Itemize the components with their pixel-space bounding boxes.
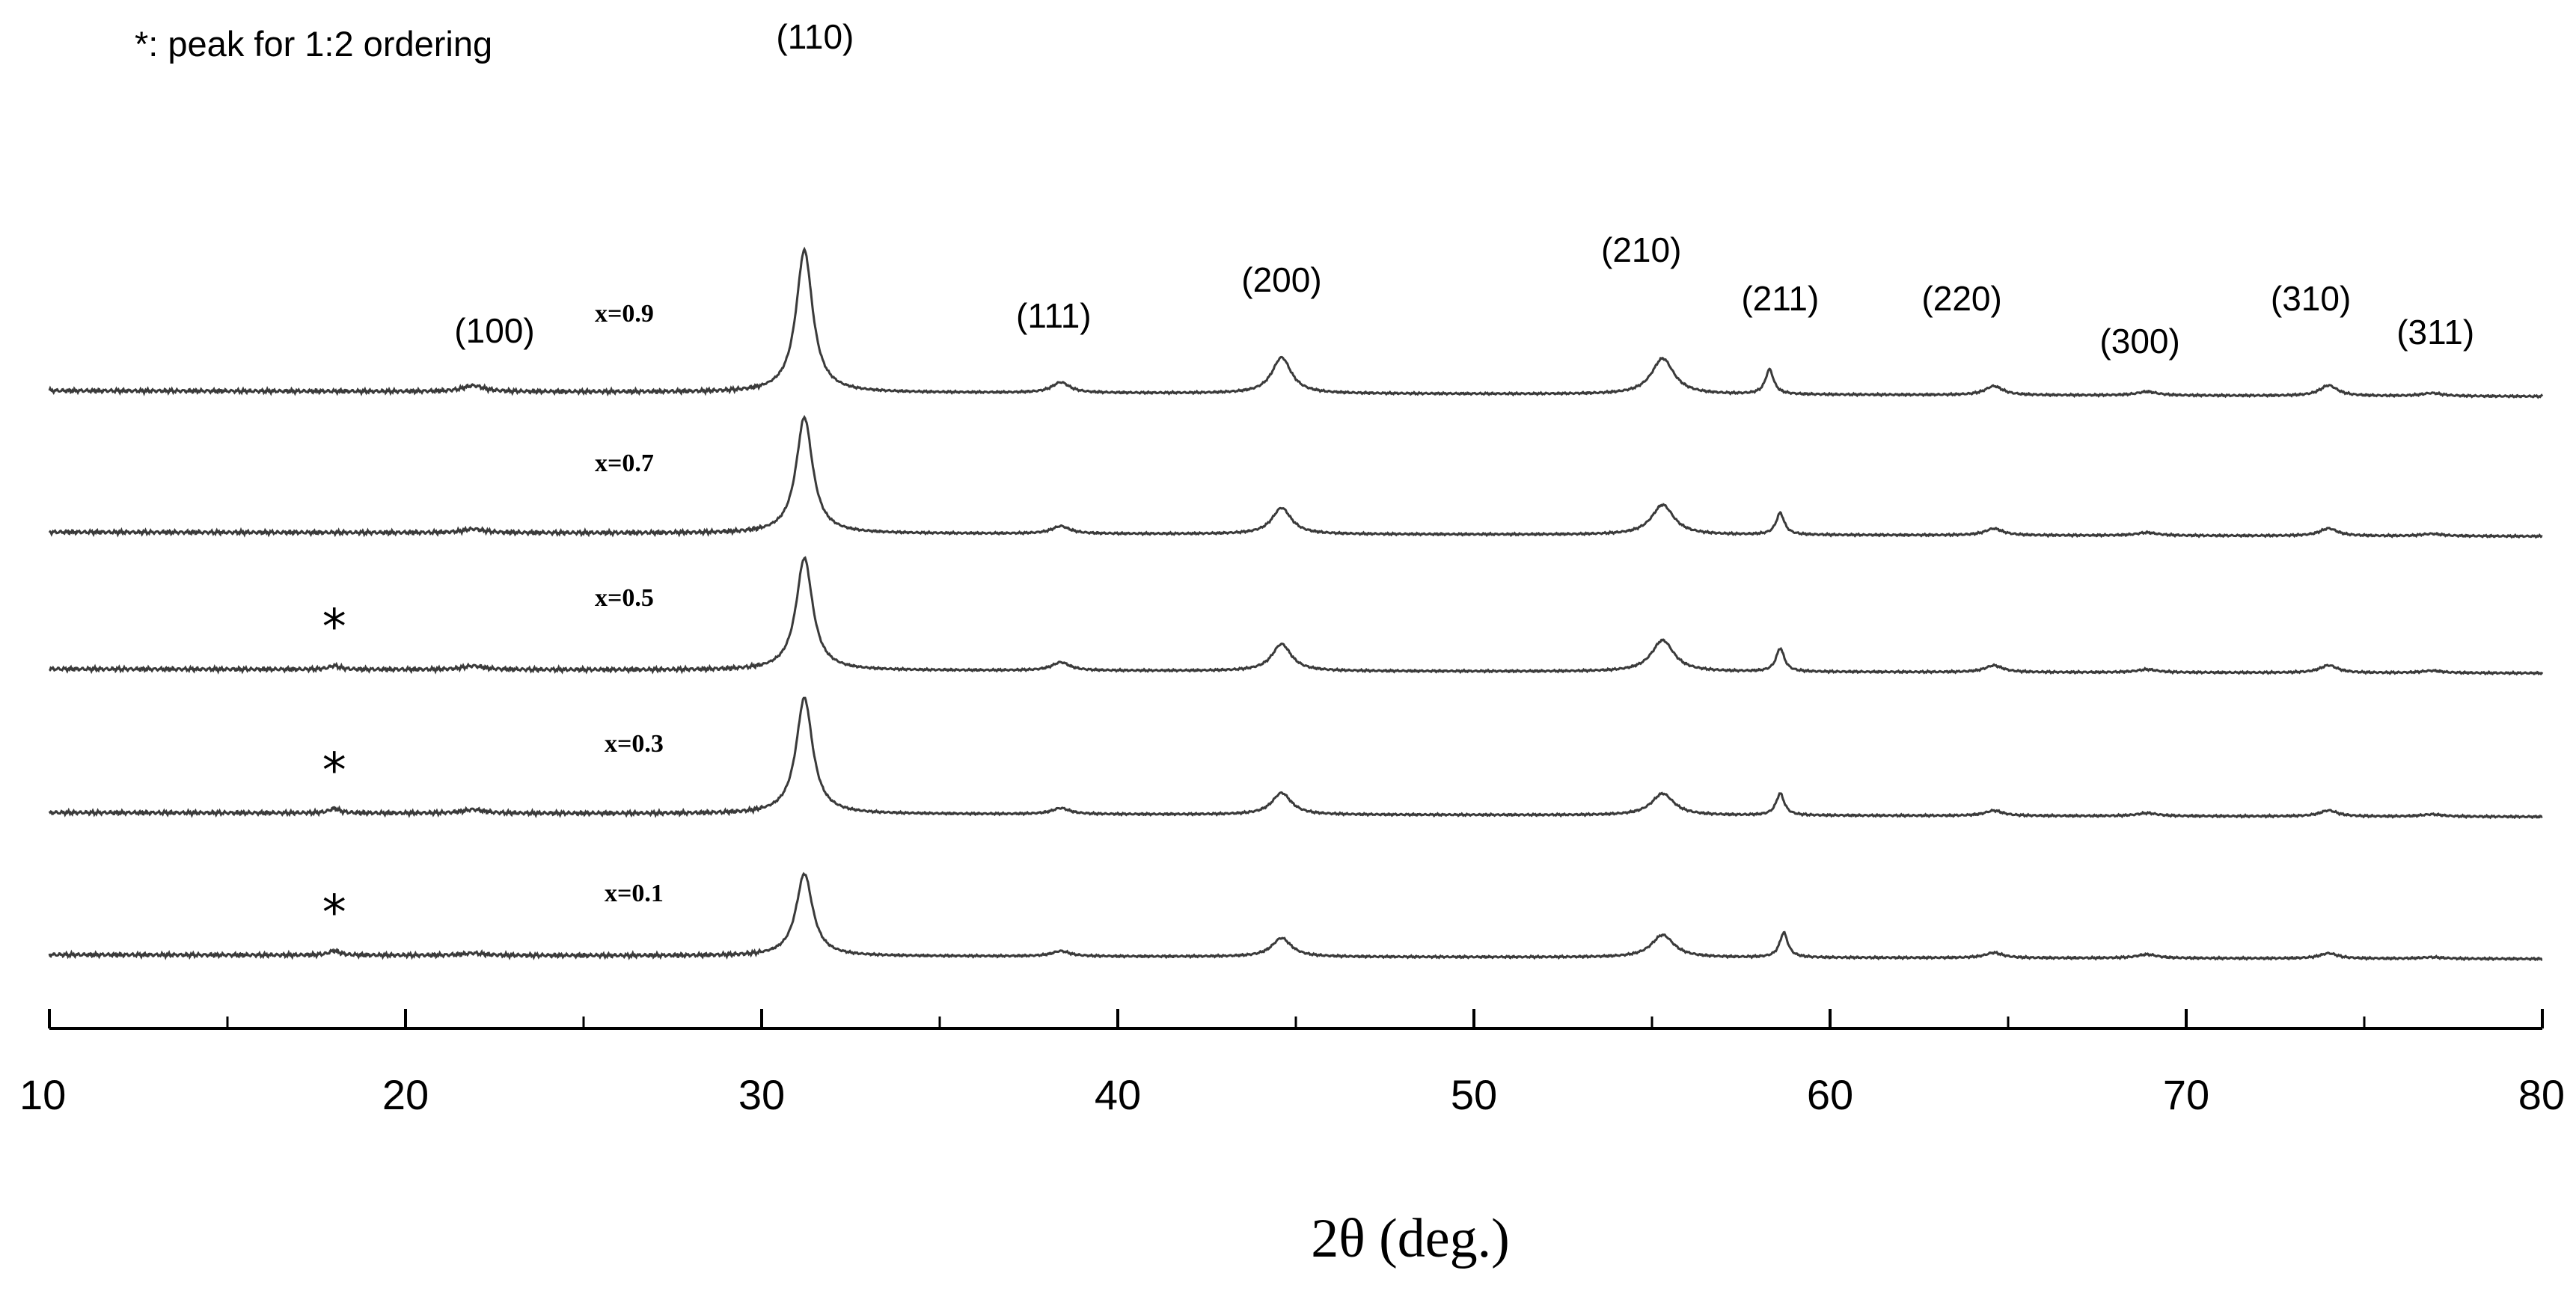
series-labels: x=0.9 x=0.7 x=0.5 x=0.3 x=0.1 <box>595 300 664 907</box>
x-tick-label: 80 <box>2518 1071 2565 1118</box>
x-tick-label: 50 <box>1451 1071 1497 1118</box>
series-label: x=0.1 <box>605 880 664 907</box>
trace-x-0-7 <box>48 414 2543 539</box>
series-traces <box>48 246 2544 962</box>
peak-label: (311) <box>2396 313 2474 352</box>
peak-label: (100) <box>454 311 534 350</box>
peak-label: (210) <box>1601 230 1681 269</box>
peak-label: (310) <box>2271 279 2351 318</box>
x-tick-label: 40 <box>1095 1071 1141 1118</box>
x-tick-label: 20 <box>382 1071 429 1118</box>
x-axis-title: 2θ (deg.) <box>1311 1208 1510 1269</box>
peak-label: (111) <box>1016 296 1092 335</box>
trace-x-0-9 <box>48 246 2544 399</box>
ordering-star-markers: * * * <box>322 600 346 941</box>
star-marker: * <box>322 743 346 799</box>
series-label: x=0.3 <box>605 730 664 758</box>
x-axis-ticks: 10 20 30 40 50 60 70 80 <box>19 1009 2565 1118</box>
x-tick-label: 70 <box>2163 1071 2209 1118</box>
peak-label: (110) <box>776 17 854 56</box>
peak-labels: (100) (110) (111) (200) (210) (211) (220) (300)… <box>454 17 2474 361</box>
peak-label: (211) <box>1741 279 1819 318</box>
peak-label: (220) <box>1921 279 2001 318</box>
series-label: x=0.7 <box>595 450 654 477</box>
trace-x-0-5 <box>48 556 2544 676</box>
series-label: x=0.5 <box>595 584 654 612</box>
x-tick-label: 30 <box>738 1071 785 1118</box>
trace-x-0-3 <box>48 696 2543 820</box>
star-marker: * <box>322 600 346 655</box>
legend-note: *: peak for 1:2 ordering <box>135 24 492 64</box>
x-tick-label: 10 <box>19 1071 66 1118</box>
x-tick-label: 60 <box>1807 1071 1853 1118</box>
star-marker: * <box>322 886 346 941</box>
peak-label: (200) <box>1241 260 1321 299</box>
trace-x-0-1 <box>48 871 2543 962</box>
series-label: x=0.9 <box>595 300 654 328</box>
peak-label: (300) <box>2099 322 2179 361</box>
